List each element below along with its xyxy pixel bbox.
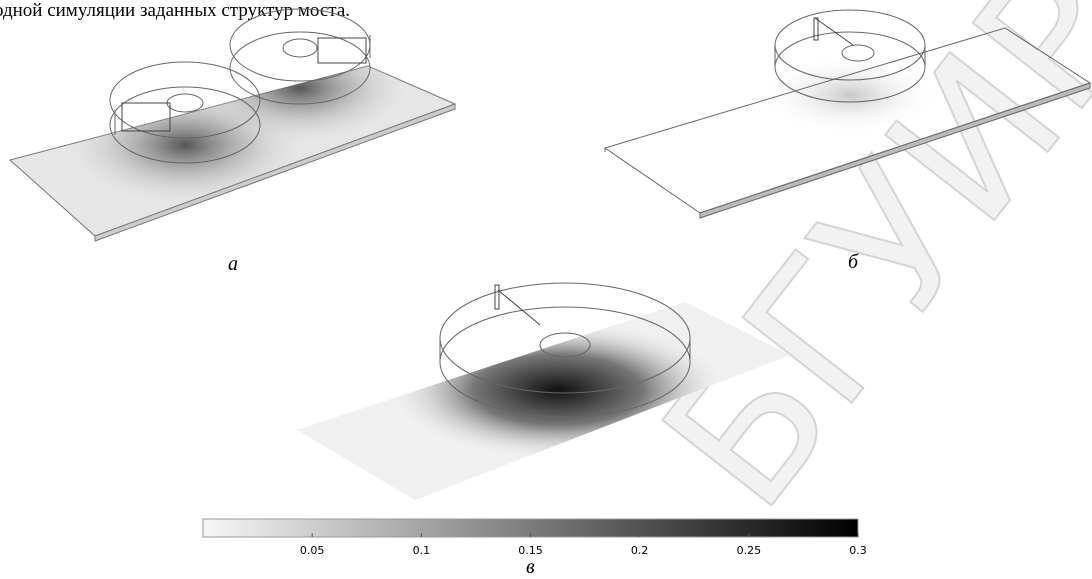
caption: а <box>228 253 238 275</box>
tick-label: 0.2 <box>631 544 649 557</box>
tick-label: 0.25 <box>737 544 762 557</box>
figure: БГУИР одной симуляции заданных структур … <box>0 0 1092 579</box>
caption: б <box>848 251 859 273</box>
tick-label: 0.3 <box>849 544 867 557</box>
tick-label: 0.05 <box>300 544 325 557</box>
page: БГУИР одной симуляции заданных структур … <box>0 0 1092 579</box>
tick-label: 0.1 <box>413 544 431 557</box>
tick-label: 0.15 <box>518 544 543 557</box>
figure-a <box>10 9 455 241</box>
caption: в <box>526 556 535 578</box>
header-text: одной симуляции заданных структур моста. <box>0 0 350 21</box>
